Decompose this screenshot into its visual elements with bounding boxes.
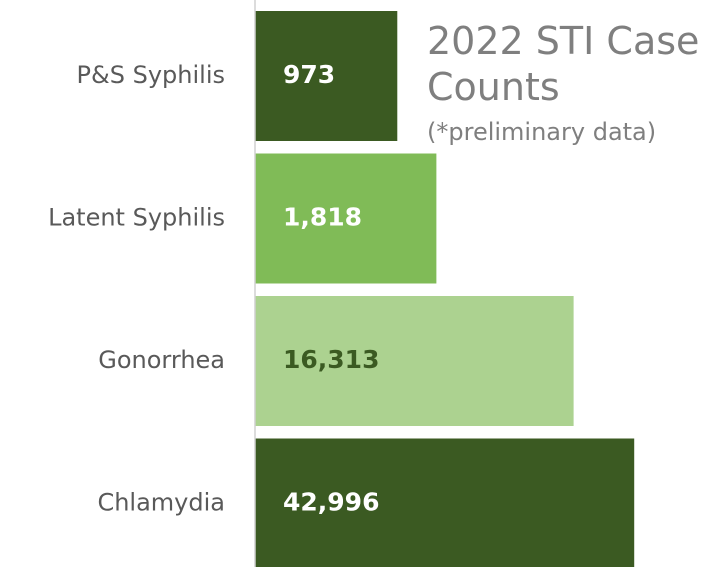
bar	[255, 11, 398, 141]
bar	[255, 438, 635, 567]
category-label: P&S Syphilis	[77, 61, 225, 89]
chart-title: 2022 STI Case Counts	[427, 19, 700, 109]
value-label: 973	[283, 60, 335, 89]
value-label: 16,313	[283, 345, 379, 374]
category-label: Chlamydia	[97, 489, 225, 517]
bar	[255, 153, 437, 284]
bar	[255, 296, 574, 426]
value-label: 1,818	[283, 203, 362, 232]
category-label: Gonorrhea	[98, 346, 225, 374]
value-label: 42,996	[283, 488, 379, 517]
category-label: Latent Syphilis	[48, 204, 225, 232]
chart-subtitle: (*preliminary data)	[427, 118, 657, 146]
